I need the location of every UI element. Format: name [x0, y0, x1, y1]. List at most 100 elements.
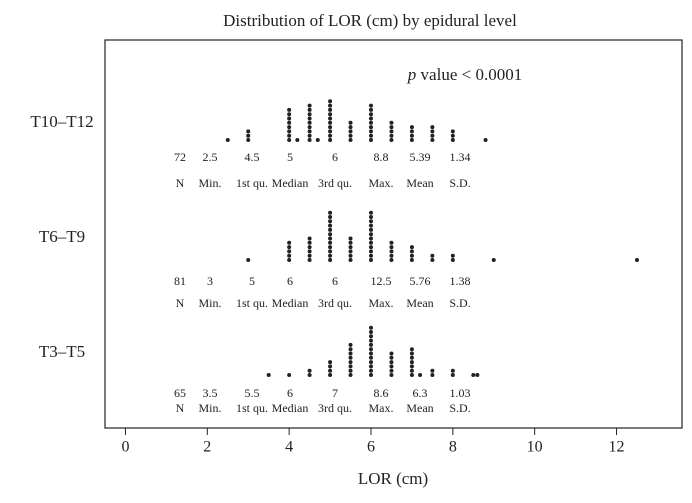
dot — [348, 355, 353, 360]
stat-value: 12.5 — [371, 274, 392, 288]
stat-label: 3rd qu. — [318, 401, 352, 415]
dot — [368, 107, 373, 112]
dot — [287, 245, 292, 250]
dot — [348, 342, 353, 347]
dot — [287, 240, 292, 245]
stat-label: Mean — [406, 401, 433, 415]
dot — [266, 373, 271, 377]
dot — [328, 107, 333, 112]
dot — [409, 125, 414, 130]
stat-value: 7 — [332, 386, 338, 400]
dot — [368, 347, 373, 352]
dot — [430, 373, 435, 377]
stat-label: S.D. — [449, 176, 470, 190]
stat-label: N — [176, 176, 185, 190]
dot — [287, 112, 292, 117]
stat-value: 6 — [287, 274, 293, 288]
dot — [491, 258, 496, 262]
dot — [368, 120, 373, 125]
dot — [389, 245, 394, 250]
dot — [409, 249, 414, 254]
annotation-text: value < 0.0001 — [421, 65, 523, 84]
dot — [328, 364, 333, 369]
dot — [328, 232, 333, 237]
x-tick-label: 6 — [367, 439, 375, 456]
dot — [348, 351, 353, 356]
dot — [287, 138, 292, 142]
stat-value: 5 — [287, 150, 293, 164]
dot — [328, 133, 333, 138]
stat-value: 6 — [332, 274, 338, 288]
dot — [483, 138, 488, 142]
dot — [287, 373, 292, 377]
stat-value: 5.39 — [410, 150, 431, 164]
dot — [328, 129, 333, 134]
dot — [348, 373, 353, 377]
dot — [409, 351, 414, 356]
dot — [368, 351, 373, 356]
plot-frame — [104, 39, 683, 429]
stat-value: 1.38 — [450, 274, 471, 288]
dot — [389, 253, 394, 258]
dot — [307, 107, 312, 112]
dot — [315, 138, 320, 142]
dot — [368, 355, 373, 360]
dot — [348, 133, 353, 138]
dot — [348, 360, 353, 365]
dot — [307, 258, 312, 262]
stat-value: 5 — [249, 274, 255, 288]
dot — [307, 253, 312, 258]
dot — [368, 330, 373, 334]
dot — [328, 253, 333, 258]
dot — [389, 351, 394, 356]
dot — [328, 360, 333, 365]
stat-label: Mean — [406, 176, 433, 190]
stat-label: N — [176, 296, 185, 310]
dot — [348, 253, 353, 258]
stat-label: Mean — [406, 296, 433, 310]
x-tick-label: 0 — [121, 439, 129, 456]
dot — [307, 245, 312, 250]
dot — [409, 368, 414, 373]
dot — [307, 125, 312, 130]
stat-value: 81 — [174, 274, 186, 288]
dot — [409, 133, 414, 138]
dot — [475, 373, 480, 377]
dot — [368, 112, 373, 117]
dot — [307, 116, 312, 121]
dot — [430, 133, 435, 138]
dot — [389, 125, 394, 130]
dot — [348, 129, 353, 134]
dot — [368, 116, 373, 121]
dot — [450, 138, 455, 142]
dot — [368, 368, 373, 373]
stat-label: 3rd qu. — [318, 176, 352, 190]
dot — [471, 373, 476, 377]
dot — [225, 138, 230, 142]
dot — [307, 138, 312, 142]
dot — [348, 364, 353, 369]
dot — [409, 138, 414, 142]
dot — [409, 364, 414, 369]
dot — [389, 138, 394, 142]
dot — [409, 360, 414, 365]
dot — [368, 125, 373, 130]
dot — [430, 368, 435, 373]
dot — [287, 129, 292, 134]
dot — [287, 107, 292, 112]
group-label: T3–T5 — [39, 342, 85, 361]
dot — [328, 103, 333, 108]
stat-value: 8.8 — [374, 150, 389, 164]
stat-value: 5.76 — [410, 274, 431, 288]
stat-label: N — [176, 401, 185, 415]
dot — [287, 249, 292, 254]
dot — [389, 249, 394, 254]
stat-value: 72 — [174, 150, 186, 164]
stat-label: 1st qu. — [236, 296, 268, 310]
dot — [450, 253, 455, 258]
dot — [307, 112, 312, 117]
dot — [348, 347, 353, 352]
dot — [389, 120, 394, 125]
dot — [430, 125, 435, 130]
